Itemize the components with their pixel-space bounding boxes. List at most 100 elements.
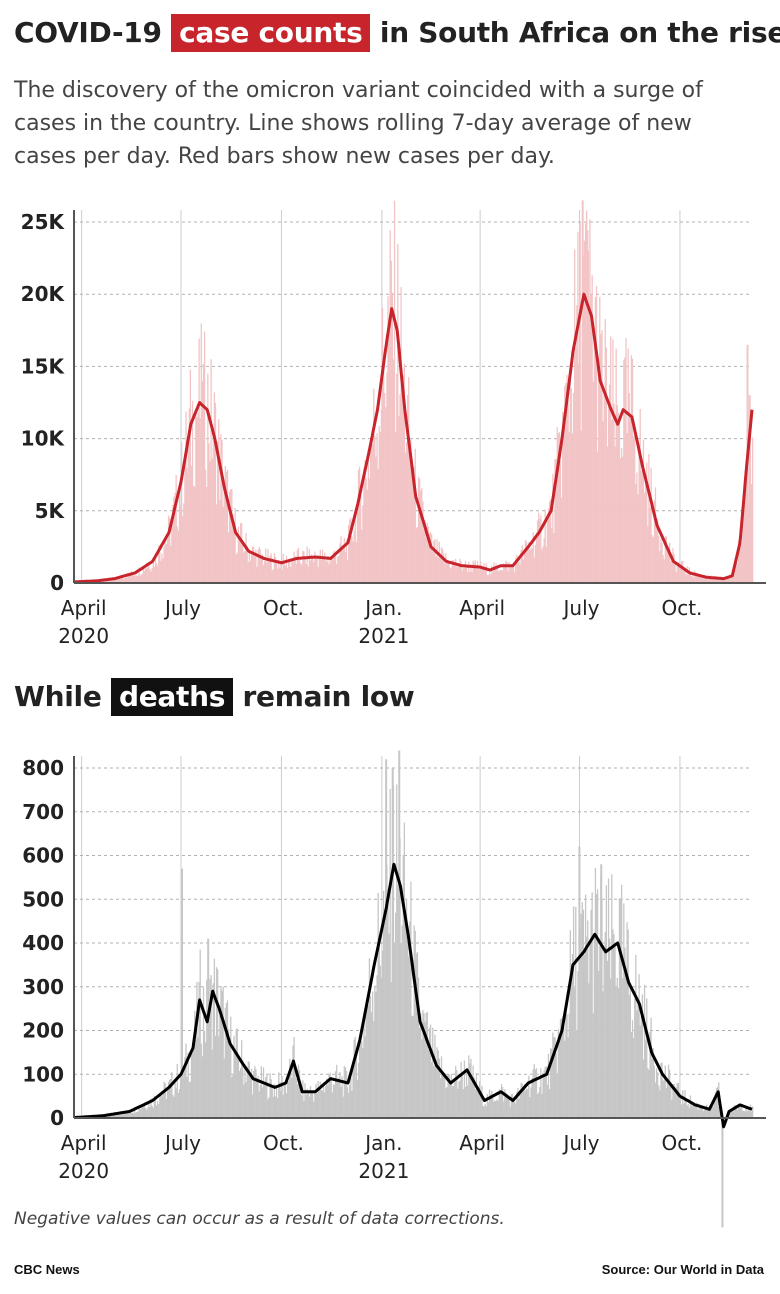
- cases-daily-bar: [534, 544, 537, 583]
- cases-daily-bar: [471, 571, 473, 583]
- cases-daily-bar: [242, 541, 244, 583]
- deaths-daily-bar: [188, 1082, 190, 1118]
- deaths-daily-bar: [321, 1090, 324, 1118]
- cases-daily-bar: [129, 575, 131, 583]
- cases-daily-bar: [548, 501, 551, 583]
- deaths-daily-bar: [423, 1013, 425, 1118]
- deaths-daily-bar: [331, 1092, 333, 1118]
- cases-daily-bar: [161, 553, 163, 583]
- deaths-daily-bar: [300, 1081, 302, 1118]
- cases-daily-bar: [332, 552, 335, 583]
- cases-daily-bar: [245, 533, 247, 583]
- cases-daily-bar: [583, 240, 586, 583]
- cases-daily-bar: [643, 492, 646, 583]
- cases-daily-bar: [357, 469, 360, 583]
- deaths-daily-bar: [588, 983, 590, 1118]
- deaths-daily-bar: [473, 1077, 475, 1118]
- deaths-daily-bar: [345, 1070, 348, 1118]
- deaths-daily-bar: [394, 912, 397, 1118]
- cases-ytick-label: 10K: [21, 427, 66, 451]
- deaths-daily-bar: [414, 930, 416, 1118]
- cases-daily-bar: [579, 222, 581, 583]
- deaths-daily-bar: [294, 1068, 296, 1118]
- deaths-daily-bar: [313, 1101, 315, 1118]
- deaths-daily-bar: [674, 1091, 676, 1118]
- cases-daily-bar: [641, 461, 644, 583]
- cases-daily-bar: [345, 539, 348, 583]
- cases-daily-bar: [135, 575, 137, 583]
- cases-daily-bar: [165, 543, 168, 583]
- deaths-daily-bar: [463, 1060, 466, 1118]
- cases-daily-bar: [410, 438, 412, 583]
- deaths-daily-bar: [357, 1062, 360, 1118]
- cases-daily-bar: [279, 568, 281, 583]
- deaths-daily-bar: [315, 1083, 317, 1118]
- cases-daily-bar: [231, 488, 233, 583]
- deaths-daily-bar: [670, 1082, 672, 1118]
- deaths-daily-bar: [527, 1089, 529, 1118]
- deaths-daily-bar: [715, 1087, 718, 1118]
- cases-xtick-label: July: [163, 596, 201, 620]
- chart-title-cases: COVID-19 case counts in South Africa on …: [14, 13, 780, 53]
- cases-daily-bar: [150, 571, 152, 583]
- cases-daily-bar: [274, 556, 277, 583]
- cases-daily-bar: [168, 518, 171, 583]
- cases-daily-bar: [156, 565, 159, 583]
- deaths-daily-bar: [187, 1052, 189, 1118]
- cases-daily-bar: [464, 560, 467, 583]
- cases-daily-bar: [119, 575, 122, 583]
- cases-daily-bar: [376, 433, 378, 583]
- cases-daily-bar: [533, 557, 535, 583]
- deaths-daily-bar: [645, 1039, 647, 1118]
- deaths-daily-bar: [226, 1000, 229, 1118]
- cases-daily-bar: [191, 400, 194, 583]
- deaths-daily-bar: [556, 1073, 558, 1118]
- cases-daily-bar: [696, 576, 698, 583]
- deaths-daily-bar: [176, 1063, 178, 1118]
- cases-daily-bar: [541, 549, 543, 583]
- deaths-daily-bar: [564, 1040, 566, 1118]
- credit-publisher: CBC News: [14, 1262, 80, 1277]
- cases-daily-bar: [254, 553, 256, 583]
- cases-daily-bar: [179, 506, 182, 583]
- cases-daily-bar: [427, 526, 430, 583]
- cases-daily-bar: [372, 444, 374, 583]
- deaths-daily-bar: [560, 1018, 563, 1118]
- deaths-xtick-label: April: [61, 1131, 107, 1155]
- deaths-daily-bar: [477, 1091, 480, 1118]
- cases-daily-bar: [460, 561, 462, 583]
- cases-daily-bar: [653, 500, 656, 583]
- deaths-daily-bar: [576, 1029, 578, 1118]
- deaths-daily-bar: [700, 1108, 702, 1118]
- deaths-daily-bar: [655, 1068, 658, 1118]
- cases-ytick-label: 20K: [21, 282, 66, 306]
- deaths-daily-bar: [438, 1058, 440, 1118]
- deaths-daily-bar: [455, 1066, 457, 1118]
- deaths-daily-bar: [459, 1080, 461, 1118]
- deaths-daily-bar: [221, 990, 223, 1118]
- deaths-daily-bar: [131, 1112, 134, 1118]
- deaths-daily-bar: [237, 1054, 240, 1118]
- deaths-daily-bar: [698, 1103, 700, 1118]
- cases-daily-bar: [491, 565, 493, 583]
- deaths-daily-bar: [388, 933, 390, 1118]
- title-cases-post: in South Africa on the rise: [379, 16, 780, 49]
- cases-daily-bar: [382, 362, 385, 583]
- cases-daily-bar: [203, 331, 206, 583]
- deaths-daily-bar: [451, 1086, 454, 1118]
- cases-daily-bar: [697, 574, 699, 583]
- deaths-daily-bar: [241, 1040, 243, 1118]
- deaths-daily-bar: [195, 1039, 197, 1118]
- deaths-daily-bar: [342, 1096, 344, 1118]
- cases-daily-bar: [509, 564, 511, 583]
- cases-daily-bar: [683, 570, 685, 583]
- deaths-daily-bar: [298, 1070, 301, 1118]
- deaths-daily-bar-spike: [398, 750, 401, 1118]
- cases-daily-bar: [388, 325, 390, 583]
- deaths-daily-bar: [660, 1063, 662, 1118]
- cases-daily-bar: [482, 568, 484, 583]
- deaths-daily-bar: [462, 1089, 464, 1118]
- deaths-daily-bar: [526, 1088, 528, 1118]
- deaths-daily-bar: [419, 1027, 421, 1118]
- deaths-daily-bar: [132, 1112, 135, 1118]
